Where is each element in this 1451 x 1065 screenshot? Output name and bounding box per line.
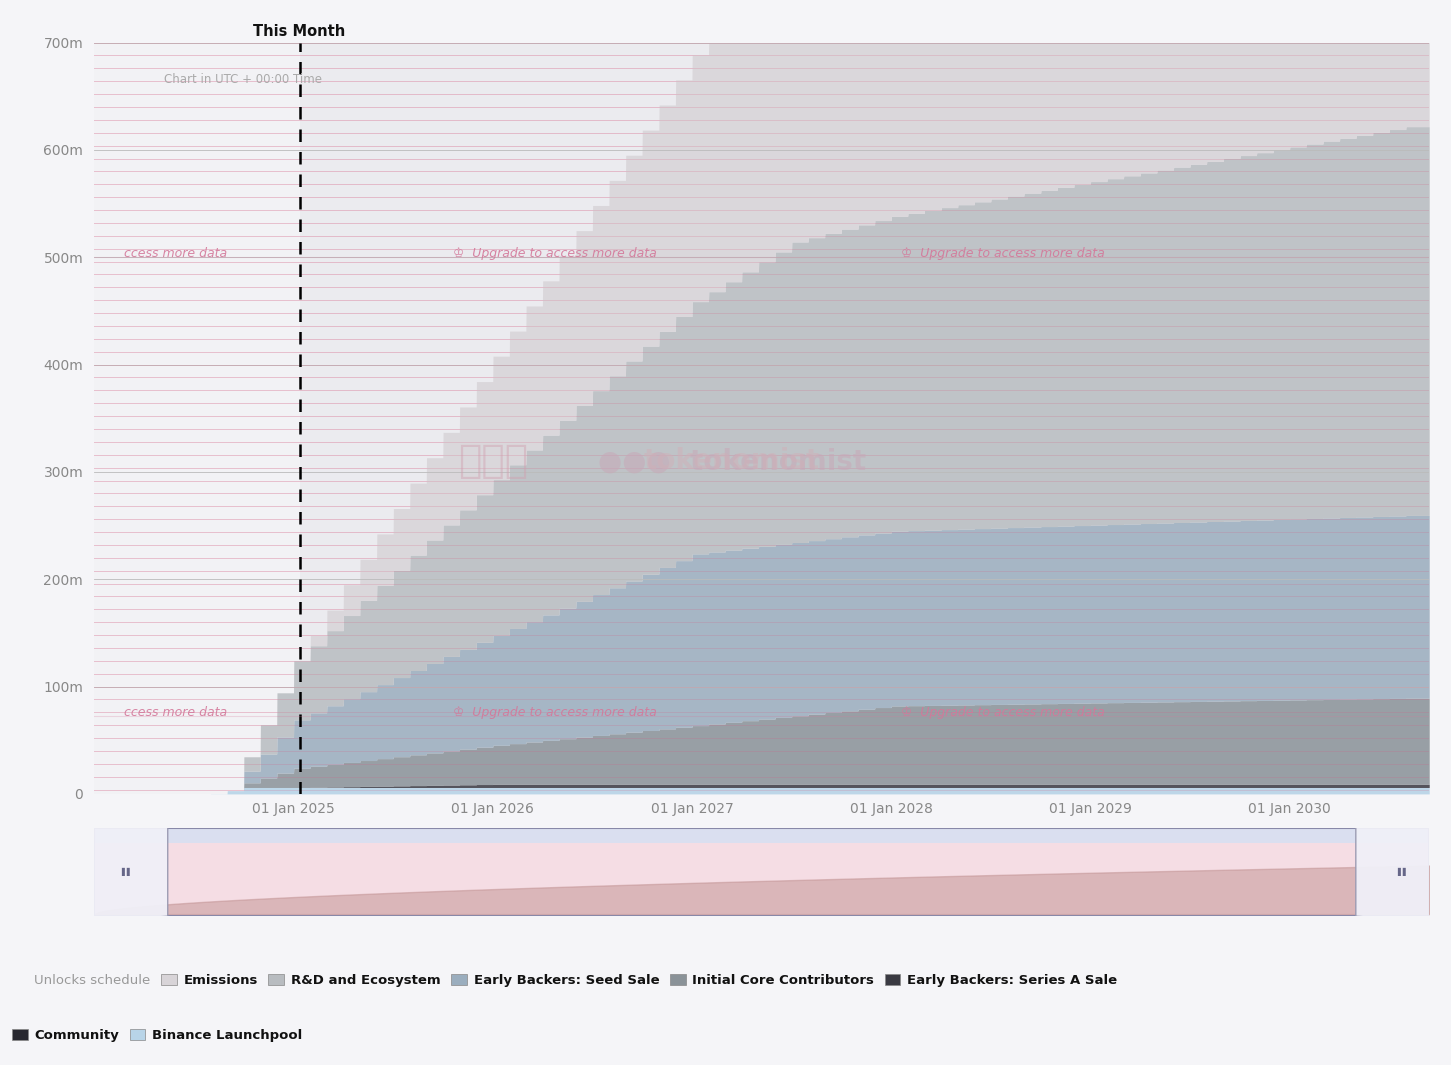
Bar	[94, 43, 299, 793]
Text: ●●●  tokenomist: ●●● tokenomist	[598, 447, 866, 475]
Text: ♔  Upgrade to access more data: ♔ Upgrade to access more data	[453, 247, 657, 260]
Text: tokenomist: tokenomist	[644, 447, 820, 475]
Text: ▐▐: ▐▐	[118, 867, 129, 876]
Text: ♔  Upgrade to access more data: ♔ Upgrade to access more data	[901, 706, 1106, 719]
FancyBboxPatch shape	[81, 826, 168, 917]
Text: ♔  Upgrade to access more data: ♔ Upgrade to access more data	[453, 706, 657, 719]
Text: ♔  Upgrade to access more data: ♔ Upgrade to access more data	[901, 247, 1106, 260]
Text: ccess more data: ccess more data	[125, 247, 228, 260]
FancyBboxPatch shape	[94, 843, 1429, 916]
Text: Chart in UTC + 00:00 Time: Chart in UTC + 00:00 Time	[164, 73, 322, 86]
FancyBboxPatch shape	[94, 828, 1429, 843]
Bar	[299, 43, 1429, 793]
Legend: Community, Binance Launchpool: Community, Binance Launchpool	[7, 1025, 308, 1048]
Text: ⦾⦾⦾: ⦾⦾⦾	[457, 442, 528, 480]
Text: ▐▐: ▐▐	[1394, 867, 1406, 876]
FancyBboxPatch shape	[1355, 826, 1442, 917]
Text: ccess more data: ccess more data	[125, 706, 228, 719]
Text: This Month: This Month	[254, 24, 345, 39]
Legend: Unlocks schedule, Emissions, R&D and Ecosystem, Early Backers: Seed Sale, Initia: Unlocks schedule, Emissions, R&D and Eco…	[7, 969, 1123, 993]
